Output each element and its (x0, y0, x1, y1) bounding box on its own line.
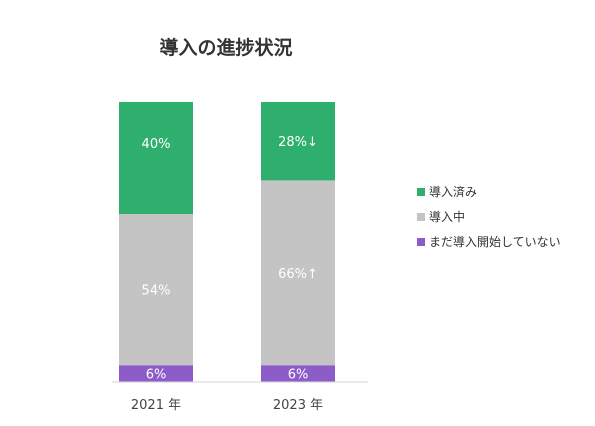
bar-segment-2023-年-0 (261, 365, 335, 382)
legend-swatch-0 (417, 188, 425, 196)
bars-group: 6% 54% 40% 6% 66%↑ 28%↓ (119, 102, 335, 383)
x-tick-label-2023-年: 2023 年 (273, 398, 323, 413)
bar-segment-2021-年-0 (119, 365, 193, 382)
bar-segment-2023-年-2 (261, 102, 335, 181)
bar-segment-2021-年-1 (119, 214, 193, 366)
legend-label-0: 導入済み (429, 184, 477, 199)
data-label-2021-年-1: 54% (142, 284, 171, 299)
data-label-2023-年-1: 66%↑ (278, 267, 318, 282)
x-tick-label-2021-年: 2021 年 (131, 398, 181, 413)
legend-label-2: まだ導入開始していない (429, 235, 561, 249)
bar-segment-2021-年-2 (119, 102, 193, 214)
legend-label-1: 導入中 (429, 209, 465, 224)
data-label-2021-年-2: 40% (142, 137, 171, 152)
data-label-2023-年-2: 28%↓ (278, 135, 318, 150)
chart-title: 導入の進捗状況 (159, 36, 292, 59)
bar-segment-2023-年-1 (261, 180, 335, 366)
legend-swatch-1 (417, 213, 425, 221)
x-tick-labels: 2021 年 2023 年 (131, 398, 323, 413)
data-label-2023-年-0: 6% (288, 368, 309, 383)
data-label-2021-年-0: 6% (146, 368, 167, 383)
legend-swatch-2 (417, 238, 425, 246)
